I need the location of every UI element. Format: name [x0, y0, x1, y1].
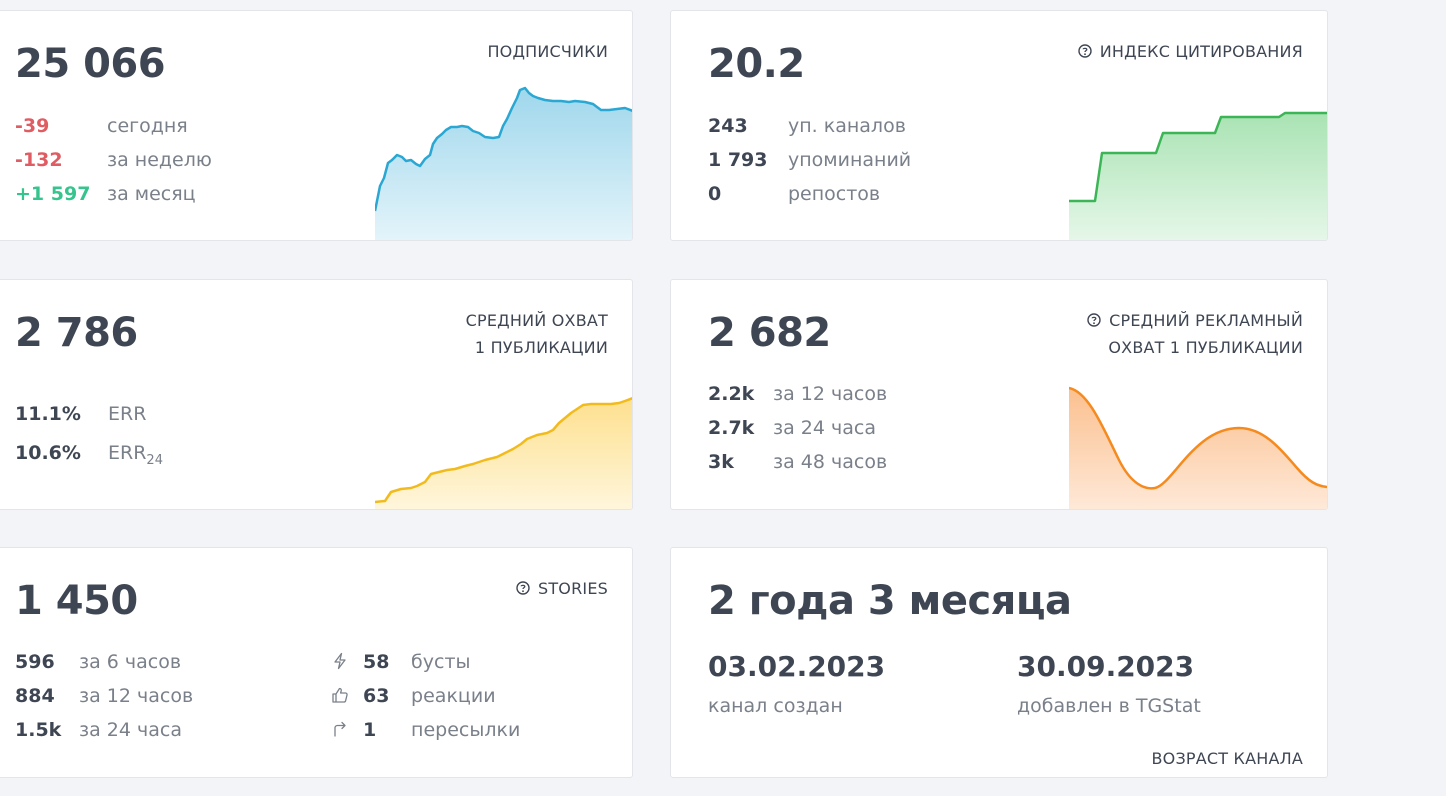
avg-reach-sparkline [375, 397, 632, 509]
ad-reach-row-24h: 2.7k за 24 часа [708, 417, 876, 439]
stories-row-12h: 884 за 12 часов [15, 685, 194, 707]
stories-reactions-row: 63 реакции [331, 685, 496, 707]
help-icon[interactable] [1087, 313, 1101, 327]
ad-reach-title: СРЕДНИЙ РЕКЛАМНЫЙ ОХВАТ 1 ПУБЛИКАЦИИ [1087, 307, 1303, 361]
lightning-icon [334, 652, 346, 670]
citation-index-value: 20.2 [708, 41, 805, 87]
subscribers-row-week: -132 за неделю [15, 149, 212, 171]
ad-reach-card[interactable]: 2 682 СРЕДНИЙ РЕКЛАМНЫЙ ОХВАТ 1 ПУБЛИКАЦ… [670, 279, 1328, 510]
channel-age-value: 2 года 3 месяца [708, 578, 1072, 624]
stories-forwards-row: 1 пересылки [331, 719, 520, 741]
help-icon[interactable] [1078, 44, 1092, 58]
ad-reach-sparkline [1069, 386, 1327, 509]
subscribers-card[interactable]: 25 066 ПОДПИСЧИКИ -39 сегодня -132 за неде… [0, 10, 633, 241]
citation-sparkline [1069, 111, 1327, 240]
added-date: 30.09.2023 [1017, 650, 1195, 683]
citation-row-reposts: 0 репостов [708, 183, 881, 205]
subscribers-title: ПОДПИСЧИКИ [487, 42, 608, 61]
subscribers-count: 25 066 [15, 41, 166, 87]
subscribers-sparkline [375, 86, 632, 240]
stories-row-6h: 596 за 6 часов [15, 651, 182, 673]
channel-age-title: ВОЗРАСТ КАНАЛА [1151, 749, 1303, 768]
subscribers-row-month: +1 597 за месяц [15, 183, 196, 205]
added-label: добавлен в TGStat [1017, 695, 1201, 717]
ad-reach-value: 2 682 [708, 310, 831, 356]
citation-title: ИНДЕКС ЦИТИРОВАНИЯ [1078, 38, 1303, 65]
stories-card[interactable]: 1 450 STORIES 596 за 6 часов 884 за 12 час… [0, 547, 633, 778]
help-icon[interactable] [516, 581, 530, 595]
err-row: 11.1% ERR [15, 403, 147, 425]
created-label: канал создан [708, 695, 843, 717]
stories-value: 1 450 [15, 578, 138, 624]
created-date: 03.02.2023 [708, 650, 886, 683]
stories-row-24h: 1.5k за 24 часа [15, 719, 182, 741]
avg-reach-value: 2 786 [15, 310, 138, 356]
subscribers-row-today: -39 сегодня [15, 115, 188, 137]
citation-row-channels: 243 уп. каналов [708, 115, 906, 137]
channel-age-card[interactable]: 2 года 3 месяца 03.02.2023 канал создан … [670, 547, 1328, 778]
stories-boosts-row: 58 бусты [331, 651, 471, 673]
thumbs-up-icon [332, 687, 348, 703]
avg-reach-card[interactable]: 2 786 СРЕДНИЙ ОХВАТ 1 ПУБЛИКАЦИИ 11.1% ER… [0, 279, 633, 510]
ad-reach-row-48h: 3k за 48 часов [708, 451, 888, 473]
ad-reach-row-12h: 2.2k за 12 часов [708, 383, 888, 405]
err24-row: 10.6% ERR24 [15, 442, 163, 468]
forward-arrow-icon [334, 721, 346, 737]
citation-row-mentions: 1 793 упоминаний [708, 149, 912, 171]
citation-card[interactable]: 20.2 ИНДЕКС ЦИТИРОВАНИЯ 243 уп. каналов 1… [670, 10, 1328, 241]
stories-title: STORIES [516, 575, 608, 602]
avg-reach-title: СРЕДНИЙ ОХВАТ 1 ПУБЛИКАЦИИ [465, 311, 608, 357]
